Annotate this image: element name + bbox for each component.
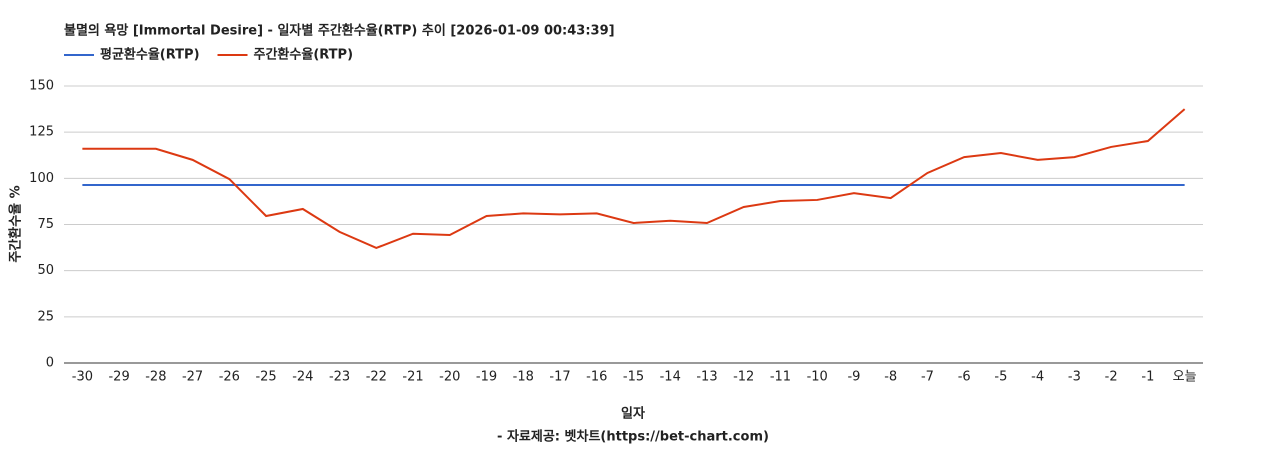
source: - 자료제공: 벳차트(https://bet-chart.com) xyxy=(497,429,769,445)
x-tick-label: -11 xyxy=(770,370,791,385)
y-tick-label: 0 xyxy=(46,356,54,371)
x-tick-label: 오늘 xyxy=(1173,370,1197,385)
x-tick-label: -12 xyxy=(733,370,754,385)
x-tick-label: -2 xyxy=(1105,370,1118,385)
chart-title: 불멸의 욕망 [Immortal Desire] - 일자별 주간환수율(RTP… xyxy=(64,23,615,39)
y-axis-label: 주간환수율 % xyxy=(8,185,24,262)
x-tick-label: -20 xyxy=(439,370,460,385)
x-tick-label: -26 xyxy=(219,370,240,385)
x-tick-label: -30 xyxy=(72,370,93,385)
x-tick-label: -24 xyxy=(292,370,313,385)
x-tick-label: -10 xyxy=(807,370,828,385)
x-tick-label: -1 xyxy=(1141,370,1154,385)
y-tick-label: 75 xyxy=(37,217,54,232)
x-tick-label: -23 xyxy=(329,370,350,385)
x-tick-label: -5 xyxy=(994,370,1007,385)
y-tick-label: 50 xyxy=(37,263,54,278)
x-tick-label: -29 xyxy=(108,370,129,385)
x-axis-label: 일자 xyxy=(621,407,645,422)
x-tick-label: -18 xyxy=(513,370,534,385)
x-tick-label: -22 xyxy=(366,370,387,385)
y-tick-label: 25 xyxy=(37,309,54,324)
x-tick-label: -13 xyxy=(696,370,717,385)
legend-label: 평균환수율(RTP) xyxy=(100,47,200,63)
y-tick-label: 125 xyxy=(29,125,54,140)
y-tick-label: 100 xyxy=(29,171,54,186)
x-tick-label: -3 xyxy=(1068,370,1081,385)
x-tick-label: -4 xyxy=(1031,370,1044,385)
x-tick-label: -16 xyxy=(586,370,607,385)
x-tick-label: -6 xyxy=(958,370,971,385)
x-tick-label: -27 xyxy=(182,370,203,385)
x-tick-label: -15 xyxy=(623,370,644,385)
x-tick-label: -7 xyxy=(921,370,934,385)
y-tick-label: 150 xyxy=(29,79,54,94)
x-tick-label: -8 xyxy=(884,370,897,385)
x-tick-label: -25 xyxy=(255,370,276,385)
x-tick-label: -21 xyxy=(402,370,423,385)
x-tick-label: -17 xyxy=(549,370,570,385)
series-line xyxy=(82,108,1186,250)
x-tick-label: -28 xyxy=(145,370,166,385)
legend-label: 주간환수율(RTP) xyxy=(254,47,354,63)
x-tick-label: -14 xyxy=(660,370,681,385)
x-tick-label: -19 xyxy=(476,370,497,385)
x-tick-label: -9 xyxy=(847,370,860,385)
